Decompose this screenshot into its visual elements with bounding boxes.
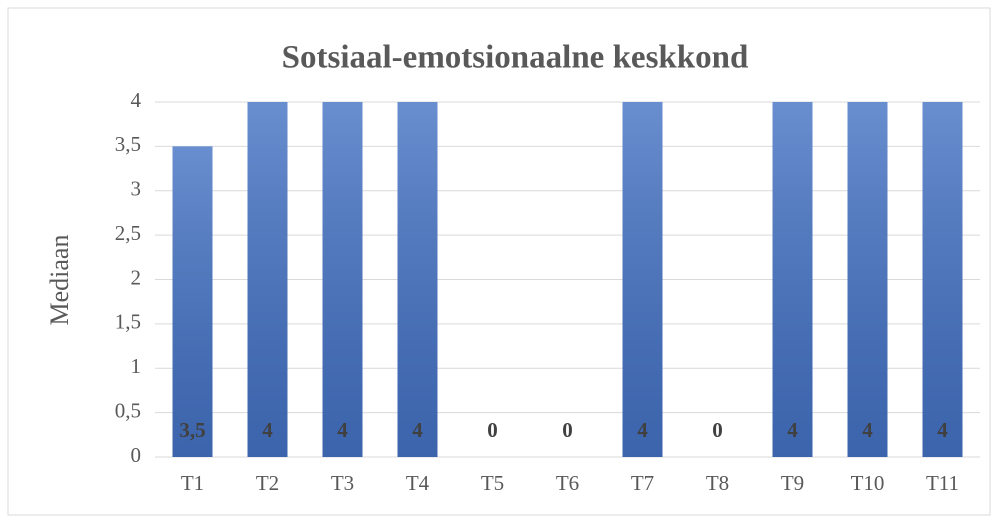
y-tick-label: 0,5 (115, 398, 141, 422)
chart-border (7, 7, 991, 516)
x-tick-label: T11 (926, 471, 959, 495)
x-tick-label: T9 (781, 471, 804, 495)
data-label: 4 (637, 418, 648, 442)
bar-shade (397, 102, 438, 457)
bar-shade (772, 102, 813, 457)
x-tick-label: T4 (406, 471, 430, 495)
data-label: 3,5 (179, 418, 205, 442)
y-axis-label: Mediaan (45, 235, 74, 326)
data-label: 4 (937, 418, 948, 442)
x-tick-label: T3 (331, 471, 354, 495)
chart-title: Sotsiaal-emotsionaalne keskkond (282, 40, 749, 76)
data-label: 0 (487, 418, 498, 442)
x-tick-label: T2 (256, 471, 279, 495)
bar-shade (922, 102, 963, 457)
data-label: 4 (337, 418, 348, 442)
x-tick-label: T5 (481, 471, 504, 495)
y-tick-label: 2 (131, 265, 142, 289)
x-tick-label: T7 (631, 471, 654, 495)
bar-shade (322, 102, 363, 457)
y-tick-label: 4 (131, 88, 142, 112)
y-tick-label: 1,5 (115, 310, 141, 334)
y-tick-label: 3 (131, 177, 142, 201)
data-label: 4 (862, 418, 873, 442)
bar-shade (622, 102, 663, 457)
y-tick-label: 1 (131, 354, 142, 378)
bar-shade (172, 146, 213, 457)
bar-shade (247, 102, 288, 457)
y-tick-label: 0 (131, 443, 142, 467)
x-tick-label: T1 (181, 471, 204, 495)
data-label: 4 (412, 418, 423, 442)
x-tick-label: T8 (706, 471, 729, 495)
x-tick-label: T10 (851, 471, 885, 495)
data-label: 4 (787, 418, 798, 442)
y-tick-label: 2,5 (115, 221, 141, 245)
y-tick-label: 3,5 (115, 132, 141, 156)
data-label: 4 (262, 418, 273, 442)
bar-shade (847, 102, 888, 457)
data-label: 0 (712, 418, 723, 442)
x-tick-label: T6 (556, 471, 579, 495)
data-label: 0 (562, 418, 573, 442)
